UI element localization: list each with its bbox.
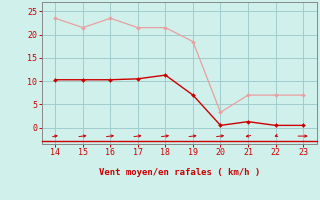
- X-axis label: Vent moyen/en rafales ( km/h ): Vent moyen/en rafales ( km/h ): [99, 168, 260, 177]
